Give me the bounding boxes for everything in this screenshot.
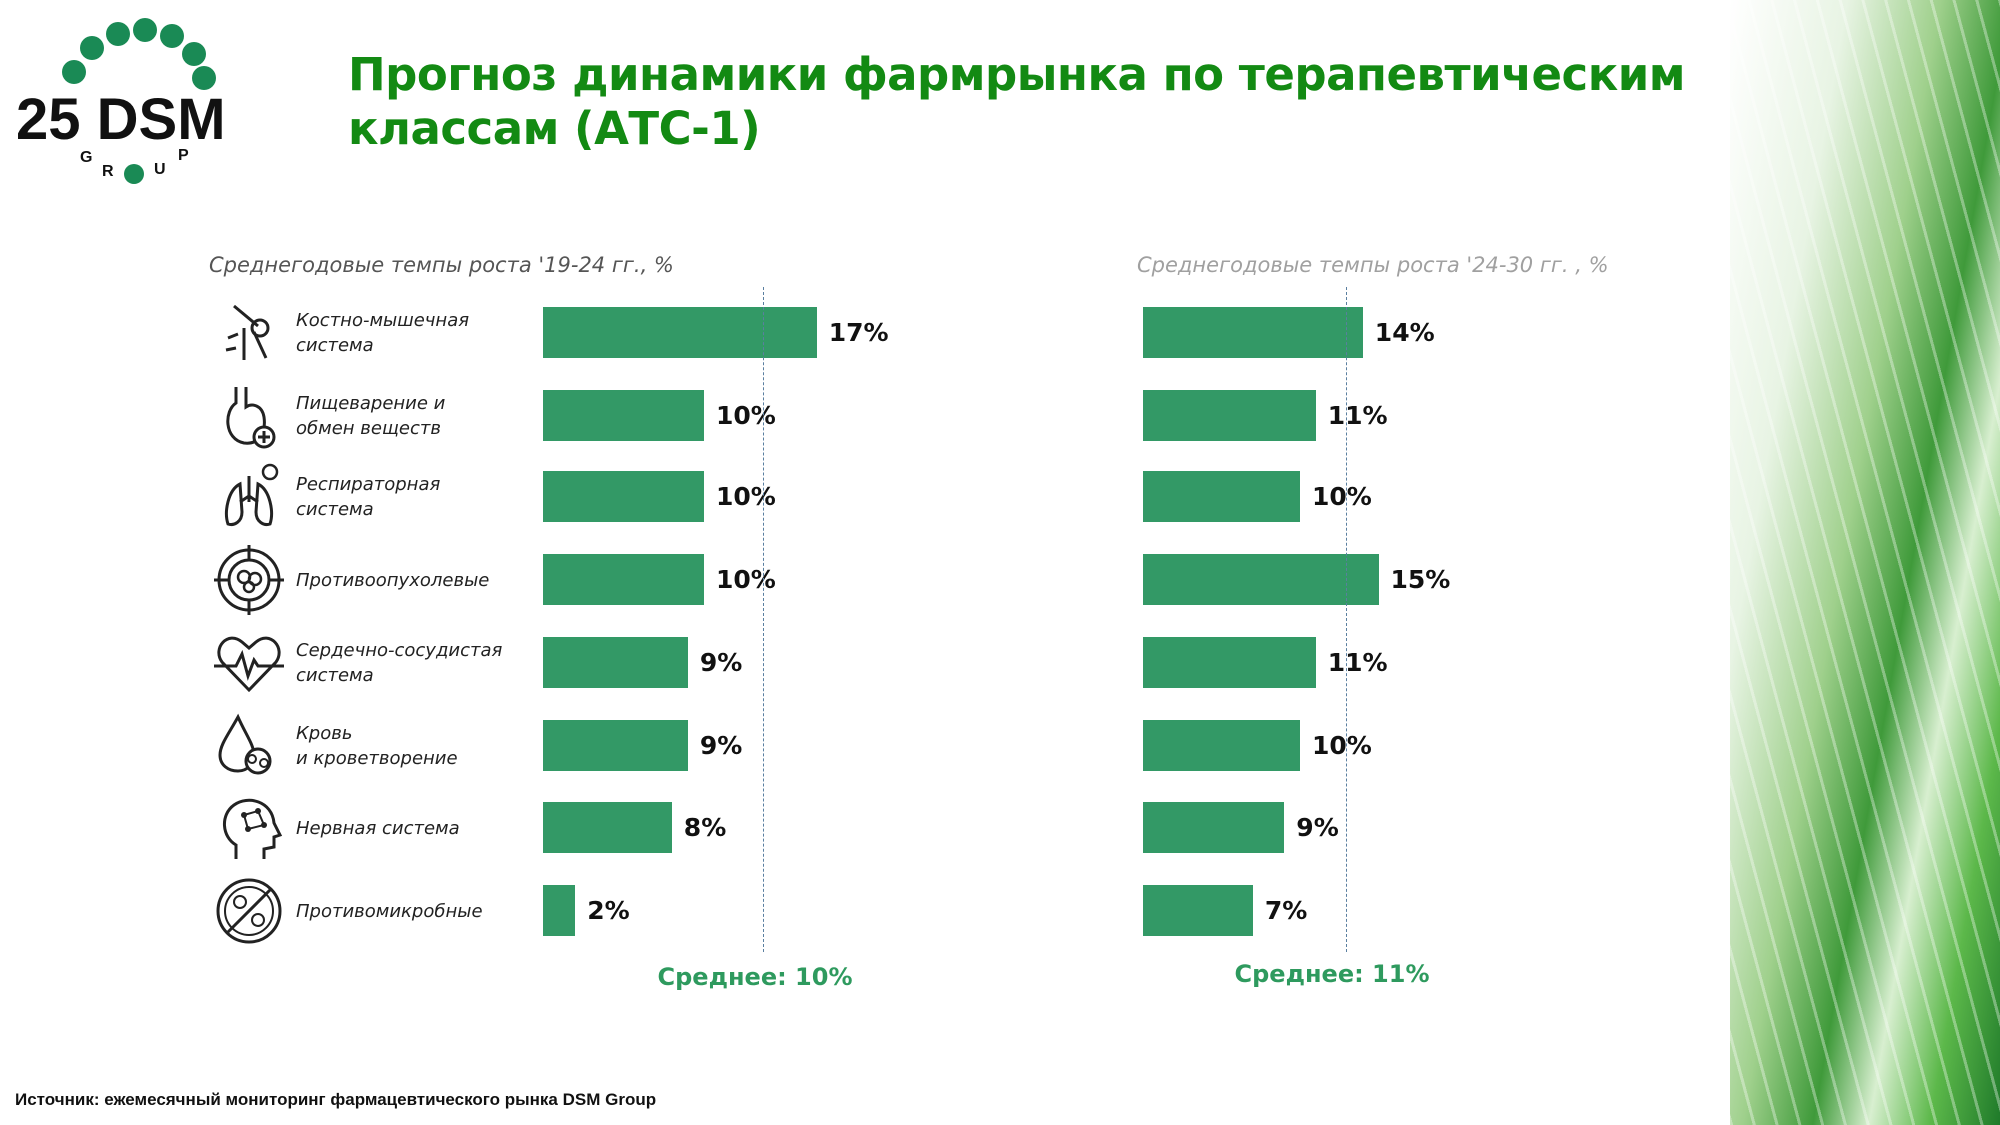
joint-bone-icon bbox=[225, 304, 270, 360]
page-title: Прогноз динамики фармрынка по терапевтич… bbox=[348, 48, 1686, 156]
svg-text:P: P bbox=[178, 147, 189, 164]
right-bar bbox=[1143, 720, 1300, 771]
left-chart-title: Среднегодовые темпы роста '19-24 гг., % bbox=[209, 253, 674, 277]
left-data-label: 8% bbox=[683, 813, 727, 842]
right-data-label: 15% bbox=[1390, 565, 1451, 594]
left-data-label: 10% bbox=[716, 401, 776, 430]
right-bar bbox=[1143, 471, 1300, 522]
category-label: Нервная система bbox=[296, 816, 460, 841]
category-label-line1: Противомикробные bbox=[296, 901, 483, 922]
chart-row: Нервная система 8% 9% bbox=[0, 787, 2000, 869]
right-bar bbox=[1143, 637, 1316, 688]
left-data-label: 10% bbox=[716, 482, 776, 511]
category-label: Сердечно-сосудистая система bbox=[296, 638, 502, 688]
category-label: Костно-мышечная система bbox=[296, 308, 469, 358]
category-label: Противоопухолевые bbox=[296, 568, 489, 593]
left-data-label: 2% bbox=[587, 896, 630, 925]
heart-pulse-icon bbox=[214, 636, 284, 693]
left-bar bbox=[543, 720, 688, 771]
right-bar bbox=[1143, 885, 1253, 936]
category-label-line1: Кровь bbox=[296, 723, 353, 744]
category-label: Кровь и кроветворение bbox=[296, 721, 458, 771]
category-label: Респираторная система bbox=[296, 472, 440, 522]
right-data-label: 9% bbox=[1296, 813, 1339, 842]
right-data-label: 11% bbox=[1327, 401, 1388, 430]
brain-head-icon bbox=[223, 798, 283, 859]
no-microbes-icon bbox=[216, 878, 282, 944]
right-bar bbox=[1143, 390, 1316, 441]
right-data-label: 10% bbox=[1312, 482, 1372, 511]
category-label-line2: и кроветворение bbox=[296, 748, 458, 769]
left-data-label: 9% bbox=[699, 731, 743, 760]
chart-row: Костно-мышечная система 17% 14% bbox=[0, 292, 2000, 374]
category-label-line1: Пищеварение и bbox=[296, 393, 446, 414]
left-bar bbox=[543, 390, 704, 441]
right-bar bbox=[1143, 307, 1363, 358]
left-average-label: Среднее: 10% bbox=[657, 963, 853, 991]
right-data-label: 11% bbox=[1327, 648, 1388, 677]
category-label: Противомикробные bbox=[296, 899, 483, 924]
category-label-line1: Нервная система bbox=[296, 818, 460, 839]
category-label: Пищеварение и обмен веществ bbox=[296, 391, 445, 441]
category-label-line2: система bbox=[296, 665, 374, 686]
left-bar bbox=[543, 307, 817, 358]
chart-row: Противоопухолевые 10% 15% bbox=[0, 539, 2000, 621]
left-bar bbox=[543, 554, 704, 605]
left-bar bbox=[543, 637, 688, 688]
svg-text:G: G bbox=[80, 149, 92, 166]
tumor-cells-icon bbox=[214, 545, 284, 615]
right-average-line bbox=[1346, 287, 1347, 952]
left-bar bbox=[543, 802, 672, 853]
svg-text:25 DSM: 25 DSM bbox=[16, 87, 226, 152]
title-line-2: классам (АТС-1) bbox=[348, 102, 761, 155]
chart-row: Респираторная система 10% 10% bbox=[0, 456, 2000, 538]
svg-text:R: R bbox=[102, 163, 114, 180]
dsm-group-logo: 25 DSM G R U P bbox=[16, 18, 226, 184]
decorative-green-swirl bbox=[1730, 0, 2000, 1125]
left-data-label: 17% bbox=[828, 318, 889, 347]
category-label-line2: система bbox=[296, 335, 374, 356]
right-chart-title: Среднегодовые темпы роста '24-30 гг. , % bbox=[1137, 253, 1609, 277]
lungs-icon bbox=[225, 463, 279, 526]
category-label-line1: Костно-мышечная bbox=[296, 310, 470, 331]
source-note: Источник: ежемесячный мониторинг фармаце… bbox=[15, 1090, 657, 1109]
left-bar bbox=[543, 471, 704, 522]
category-label-line1: Противоопухолевые bbox=[296, 570, 490, 591]
right-bar bbox=[1143, 554, 1379, 605]
right-data-label: 14% bbox=[1374, 318, 1435, 347]
left-data-label: 9% bbox=[699, 648, 743, 677]
category-label-line1: Сердечно-сосудистая bbox=[296, 640, 503, 661]
blood-drop-icon bbox=[218, 713, 272, 775]
category-label-line2: обмен веществ bbox=[296, 418, 441, 439]
chart-row: Пищеварение и обмен веществ 10% 11% bbox=[0, 375, 2000, 457]
chart-row: Кровь и кроветворение 9% 10% bbox=[0, 705, 2000, 787]
right-data-label: 10% bbox=[1312, 731, 1372, 760]
left-average-line bbox=[763, 287, 764, 952]
right-average-label: Среднее: 11% bbox=[1234, 960, 1430, 988]
right-bar bbox=[1143, 802, 1285, 853]
chart-row: Сердечно-сосудистая система 9% 11% bbox=[0, 622, 2000, 704]
right-data-label: 7% bbox=[1264, 896, 1308, 925]
left-bar bbox=[543, 885, 576, 936]
stomach-icon bbox=[226, 387, 276, 449]
title-line-1: Прогноз динамики фармрынка по терапевтич… bbox=[348, 48, 1686, 101]
category-label-line1: Респираторная bbox=[296, 474, 441, 495]
svg-text:U: U bbox=[154, 161, 166, 178]
left-data-label: 10% bbox=[716, 565, 776, 594]
chart-row: Противомикробные 2% 7% bbox=[0, 870, 2000, 952]
category-label-line2: система bbox=[296, 499, 374, 520]
